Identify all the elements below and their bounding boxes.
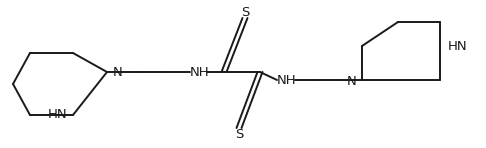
Text: N: N bbox=[346, 74, 356, 87]
Text: NH: NH bbox=[277, 74, 297, 86]
Text: N: N bbox=[113, 66, 123, 78]
Text: HN: HN bbox=[47, 108, 67, 122]
Text: HN: HN bbox=[448, 40, 468, 53]
Text: NH: NH bbox=[190, 66, 210, 78]
Text: S: S bbox=[241, 5, 249, 18]
Text: S: S bbox=[235, 127, 243, 140]
